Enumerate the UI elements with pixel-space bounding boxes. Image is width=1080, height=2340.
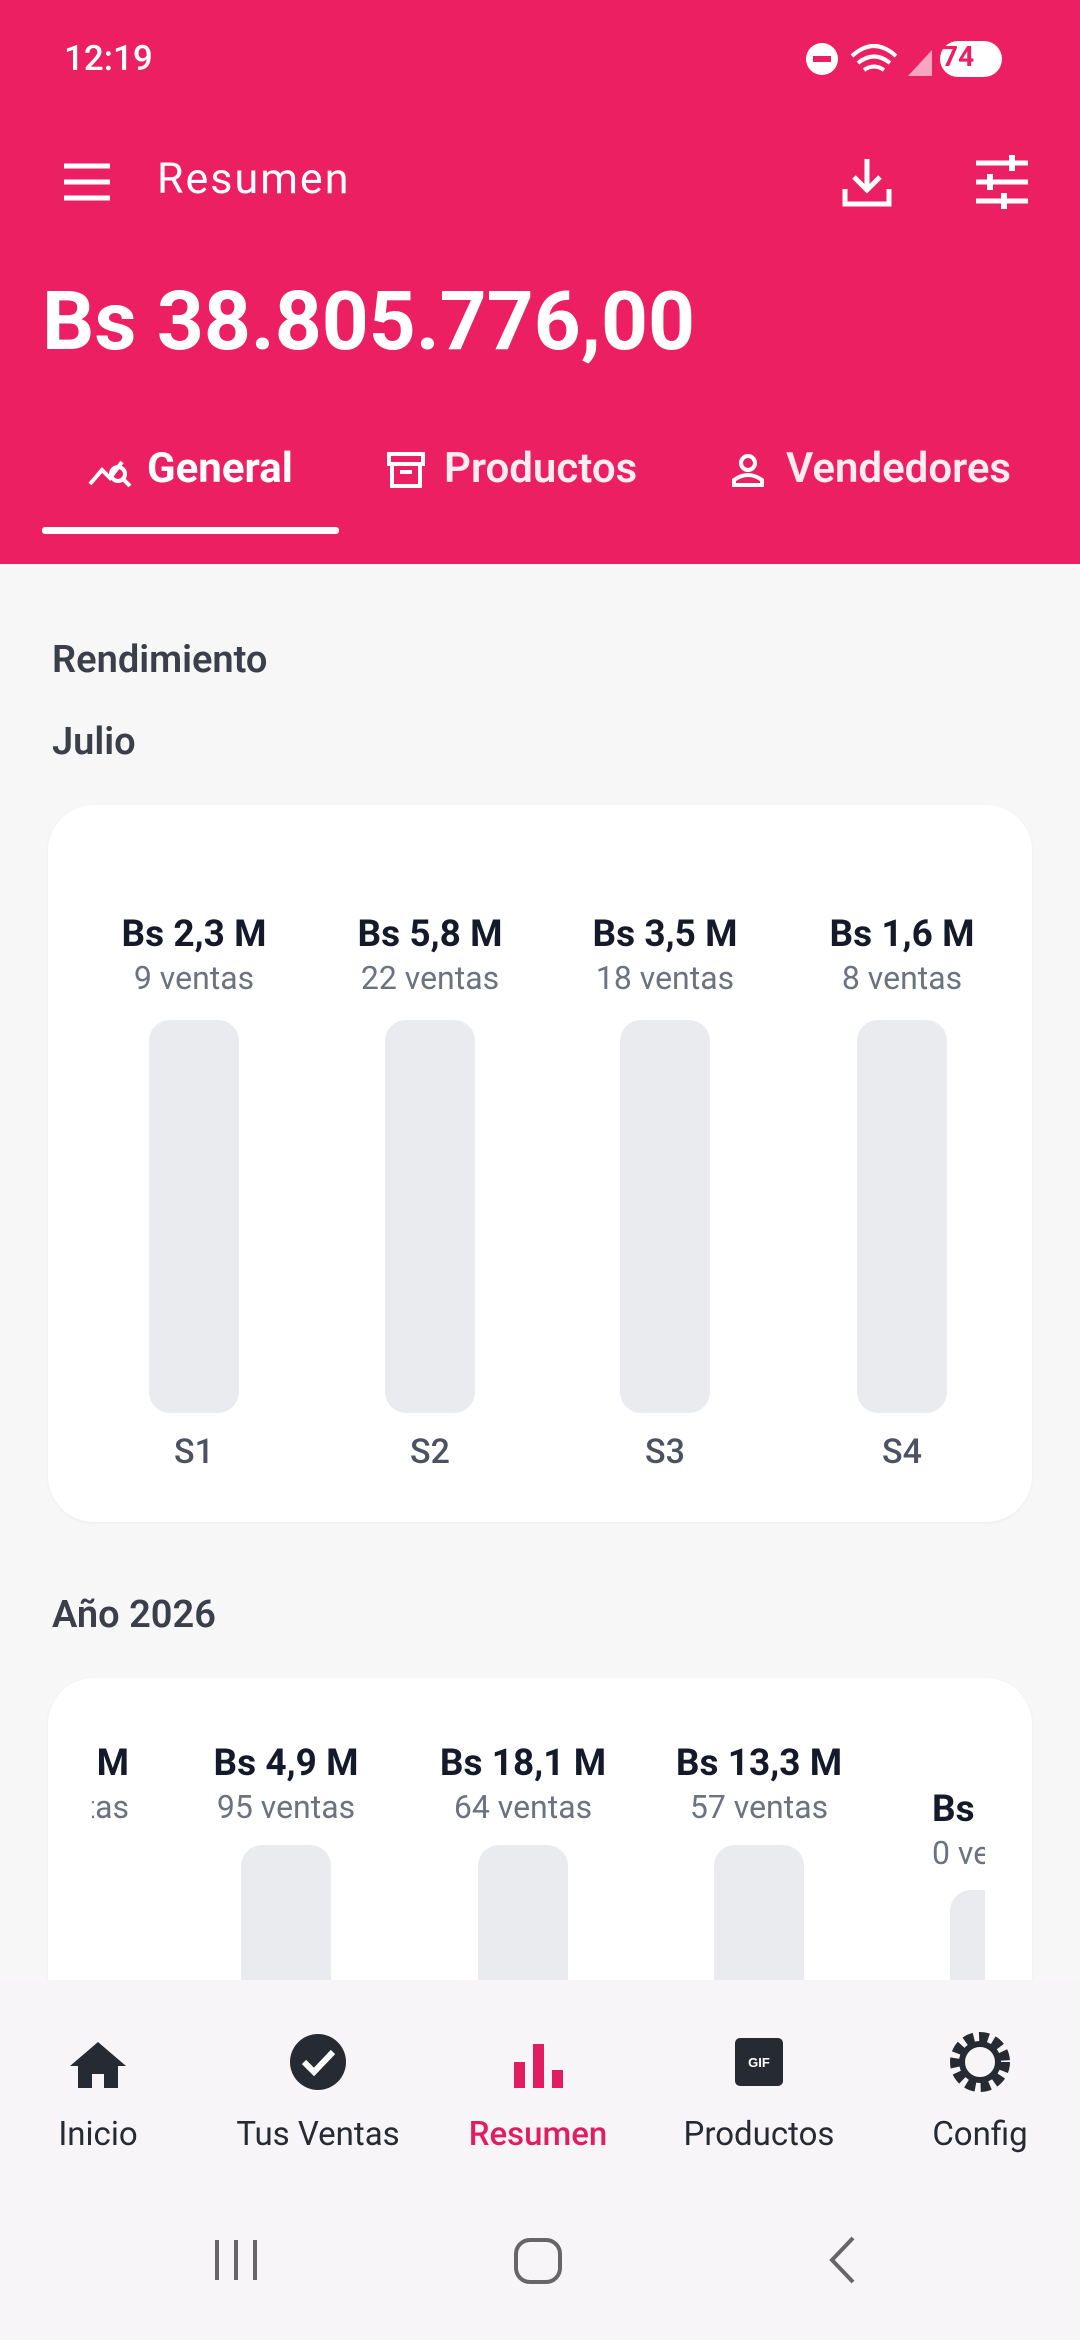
bar-track <box>714 1845 804 1980</box>
battery-level: 74 <box>942 40 975 73</box>
system-nav <box>215 2236 855 2284</box>
tab-icon-general <box>88 460 132 488</box>
sales-count: 8 ventas <box>841 959 963 997</box>
tab-icon-products <box>387 452 425 488</box>
value-label: Bs 1,6 M <box>829 913 975 956</box>
svg-text:GIF: GIF <box>748 2055 770 2070</box>
screen-title: Resumen <box>157 154 351 204</box>
year-scroll[interactable]: Mtas Bs 4,9 M95 ventas Bs 18,1 M64 ventas B… <box>92 1678 985 1980</box>
value-label: Bs 18,1 M <box>439 1742 607 1785</box>
nav-item[interactable]: Productos <box>683 2115 835 2154</box>
sales-count: 57 ventas <box>689 1788 829 1826</box>
tab-indicator <box>42 527 339 534</box>
value-label: Bs 13,3 M <box>675 1742 843 1785</box>
download-button[interactable] <box>840 155 894 209</box>
bar-track <box>478 1845 568 1980</box>
menu-button[interactable] <box>62 162 112 202</box>
section-title: Rendimiento <box>52 638 268 682</box>
sales-count: 64 ventas <box>453 1788 593 1826</box>
bar-track <box>950 1890 985 1980</box>
app-header: 12:19 74 Resumen Bs 38.805.776,00 Genera… <box>0 0 1080 564</box>
sales-count: 95 ventas <box>216 1788 356 1826</box>
nav-icons: GIF <box>70 2032 1010 2092</box>
chart-title: Julio <box>52 720 136 764</box>
bar-track <box>385 1020 475 1413</box>
total-amount: Bs 38.805.776,00 <box>42 274 696 370</box>
sales-count: 0 ve <box>932 1834 985 1872</box>
status-icons <box>806 41 1002 77</box>
sales-count: 22 ventas <box>360 959 500 997</box>
value-label: Bs 4,9 M <box>213 1742 359 1785</box>
value-label: Bs 2,3 M <box>121 913 267 956</box>
nav-item[interactable]: Tus Ventas <box>236 2115 400 2154</box>
filter-button[interactable] <box>974 155 1030 209</box>
bar-track <box>857 1020 947 1413</box>
sales-count: tas <box>92 1788 129 1826</box>
nav-item[interactable]: Config <box>932 2115 1028 2154</box>
bar-track <box>620 1020 710 1413</box>
bar-track <box>149 1020 239 1413</box>
tab[interactable]: Vendedores <box>786 444 1012 493</box>
tab[interactable]: Productos <box>444 444 638 493</box>
category-label: S3 <box>645 1432 685 1472</box>
value-label: Bs 3,5 M <box>592 913 738 956</box>
bottom-nav: GIF Inicio Tus Ventas Resumen Productos Conf… <box>0 1980 1080 2340</box>
sales-count: 18 ventas <box>595 959 735 997</box>
category-label: S1 <box>174 1432 214 1472</box>
tab-icon-sellers <box>732 454 764 487</box>
tab[interactable]: General <box>147 444 293 493</box>
nav-item[interactable]: Inicio <box>58 2115 138 2154</box>
sales-count: 9 ventas <box>133 959 255 997</box>
value-label: M <box>96 1742 129 1785</box>
status-time: 12:19 <box>64 38 153 79</box>
category-label: S4 <box>882 1432 922 1472</box>
bar-track <box>241 1845 331 1980</box>
category-label: S2 <box>410 1432 450 1472</box>
value-label: Bs 5,8 M <box>357 913 503 956</box>
chart-title: Año 2026 <box>52 1593 216 1637</box>
nav-item[interactable]: Resumen <box>468 2115 608 2154</box>
value-label: Bs <box>932 1788 975 1831</box>
